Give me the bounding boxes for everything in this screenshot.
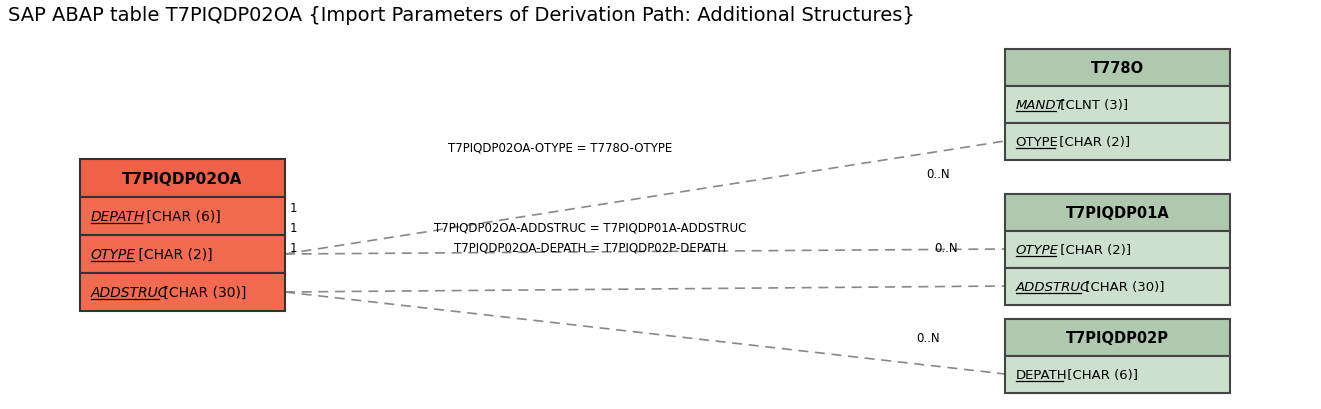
Text: ADDSTRUC: ADDSTRUC bbox=[91, 285, 168, 299]
Text: 1: 1 bbox=[291, 221, 297, 234]
FancyBboxPatch shape bbox=[81, 198, 285, 236]
Text: [CHAR (30)]: [CHAR (30)] bbox=[160, 285, 247, 299]
Text: T778O: T778O bbox=[1091, 61, 1144, 76]
FancyBboxPatch shape bbox=[81, 236, 285, 273]
Text: SAP ABAP table T7PIQDP02OA {Import Parameters of Derivation Path: Additional Str: SAP ABAP table T7PIQDP02OA {Import Param… bbox=[8, 6, 915, 25]
FancyBboxPatch shape bbox=[1005, 50, 1230, 87]
Text: [CHAR (30)]: [CHAR (30)] bbox=[1081, 280, 1165, 293]
Text: T7PIQDP02OA-DEPATH = T7PIQDP02P-DEPATH: T7PIQDP02OA-DEPATH = T7PIQDP02P-DEPATH bbox=[454, 241, 727, 254]
Text: T7PIQDP02OA-ADDSTRUC = T7PIQDP01A-ADDSTRUC: T7PIQDP02OA-ADDSTRUC = T7PIQDP01A-ADDSTR… bbox=[433, 221, 746, 234]
FancyBboxPatch shape bbox=[81, 273, 285, 311]
FancyBboxPatch shape bbox=[1005, 231, 1230, 268]
FancyBboxPatch shape bbox=[1005, 87, 1230, 124]
Text: [CHAR (6)]: [CHAR (6)] bbox=[143, 209, 221, 223]
FancyBboxPatch shape bbox=[1005, 319, 1230, 356]
Text: DEPATH: DEPATH bbox=[91, 209, 145, 223]
Text: [CLNT (3)]: [CLNT (3)] bbox=[1057, 99, 1128, 112]
FancyBboxPatch shape bbox=[1005, 195, 1230, 231]
Text: T7PIQDP01A: T7PIQDP01A bbox=[1066, 205, 1169, 220]
Text: [CHAR (6)]: [CHAR (6)] bbox=[1063, 368, 1139, 381]
FancyBboxPatch shape bbox=[1005, 124, 1230, 161]
Text: DEPATH: DEPATH bbox=[1016, 368, 1067, 381]
Text: OTYPE: OTYPE bbox=[91, 247, 136, 261]
Text: T7PIQDP02OA: T7PIQDP02OA bbox=[123, 171, 243, 186]
Text: T7PIQDP02P: T7PIQDP02P bbox=[1066, 330, 1169, 345]
Text: 1: 1 bbox=[291, 201, 297, 214]
Text: [CHAR (2)]: [CHAR (2)] bbox=[1055, 136, 1131, 148]
Text: OTYPE: OTYPE bbox=[1016, 136, 1058, 148]
Text: OTYPE: OTYPE bbox=[1016, 243, 1058, 256]
FancyBboxPatch shape bbox=[1005, 268, 1230, 305]
Text: ADDSTRUC: ADDSTRUC bbox=[1016, 280, 1090, 293]
Text: [CHAR (2)]: [CHAR (2)] bbox=[1057, 243, 1132, 256]
Text: 0..N: 0..N bbox=[926, 168, 950, 181]
Text: 0..N: 0..N bbox=[934, 241, 958, 254]
Text: T7PIQDP02OA-OTYPE = T778O-OTYPE: T7PIQDP02OA-OTYPE = T778O-OTYPE bbox=[448, 141, 672, 154]
Text: 1: 1 bbox=[291, 241, 297, 254]
Text: [CHAR (2)]: [CHAR (2)] bbox=[133, 247, 213, 261]
Text: MANDT: MANDT bbox=[1016, 99, 1065, 112]
Text: 0..N: 0..N bbox=[917, 331, 941, 344]
FancyBboxPatch shape bbox=[1005, 356, 1230, 393]
FancyBboxPatch shape bbox=[81, 160, 285, 198]
